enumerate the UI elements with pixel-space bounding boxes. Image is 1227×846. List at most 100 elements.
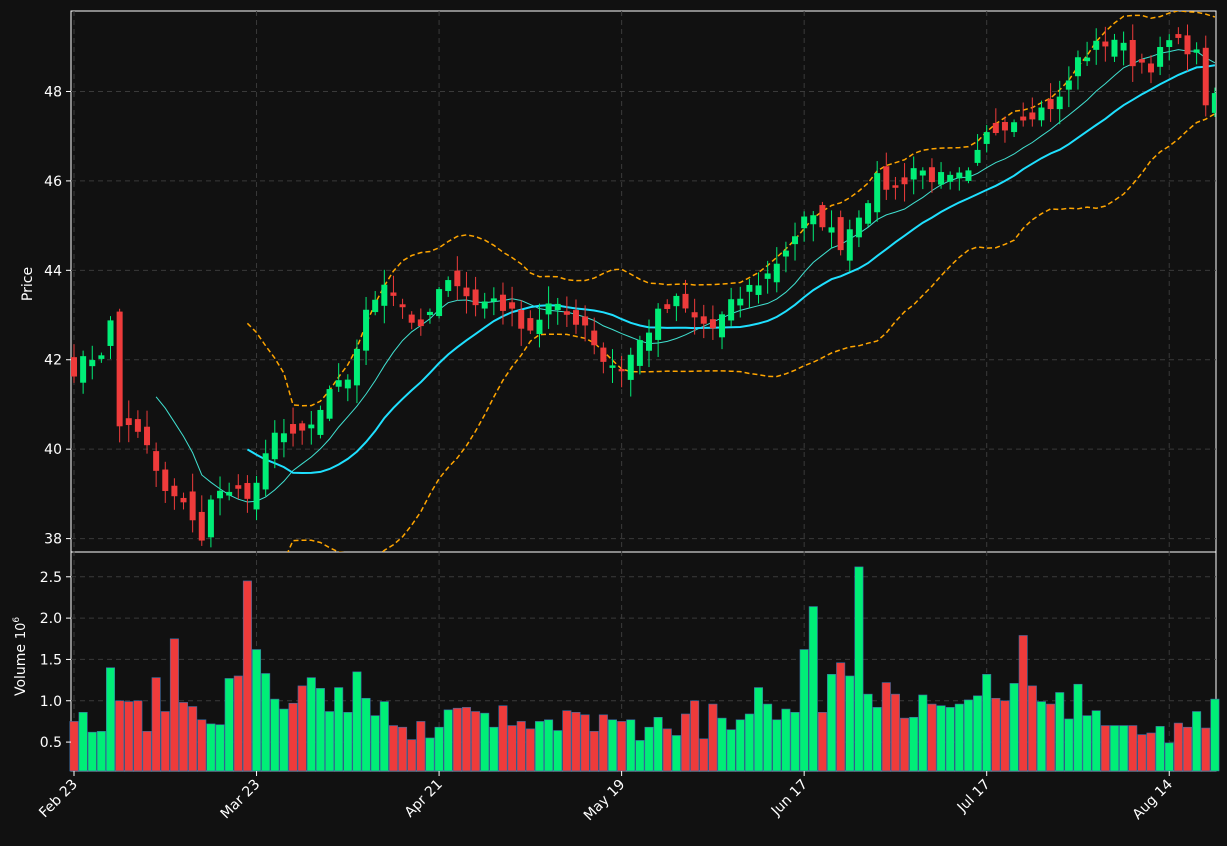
volume-bar (598, 714, 608, 772)
candle-body (1011, 122, 1018, 133)
candle-body (326, 389, 333, 419)
volume-bar (325, 711, 335, 772)
volume-bar (836, 662, 846, 772)
volume-bar (1210, 698, 1220, 772)
candle-body (363, 309, 370, 351)
volume-bar (78, 712, 88, 772)
volume-bar (1155, 726, 1165, 772)
volume-bar (124, 701, 134, 772)
volume-bar (498, 705, 508, 772)
volume-bar (388, 725, 398, 772)
volume-bar (1100, 725, 1110, 772)
volume-bar (681, 713, 691, 772)
candle-body (837, 217, 844, 251)
candle-body (372, 299, 379, 313)
volume-bar (635, 740, 645, 772)
candle-body (1184, 35, 1191, 55)
candle-body (1129, 39, 1136, 67)
volume-bar (690, 700, 700, 772)
candle-body (664, 304, 671, 309)
volume-bar (288, 702, 298, 772)
volume-bar (215, 724, 225, 772)
volume-tick-label: 2.0 (40, 611, 62, 627)
candle-body (536, 319, 543, 335)
candlesticks (71, 24, 1216, 548)
candle-body (454, 270, 461, 287)
candle-body (445, 280, 452, 292)
volume-bar (480, 712, 490, 772)
candle-body (974, 149, 981, 163)
volume-bar (845, 675, 855, 772)
volume-bar (991, 697, 1001, 772)
candle-body (992, 122, 999, 133)
candle-body (426, 311, 433, 316)
candle-body (1211, 93, 1216, 113)
bollinger-bands (246, 11, 1216, 552)
candle-body (399, 304, 406, 308)
candle-body (892, 185, 899, 188)
candle-body (1074, 57, 1081, 77)
volume-bar (525, 728, 535, 772)
volume-bar (224, 678, 234, 772)
candle-body (746, 284, 753, 292)
volume-bar (69, 721, 79, 772)
volume-bar (315, 688, 325, 772)
candle-body (107, 320, 114, 346)
candle-body (1084, 57, 1091, 62)
candle-body (627, 354, 634, 380)
candle-body (1047, 99, 1054, 110)
candle-body (207, 499, 214, 538)
volume-bar (744, 713, 754, 772)
candle-body (417, 319, 424, 327)
volume-bar (233, 675, 243, 772)
volume-bar (863, 693, 873, 772)
volume-bar (279, 708, 289, 772)
volume-bar (900, 717, 910, 772)
candle-body (673, 295, 680, 307)
candle-body (910, 168, 917, 180)
volume-bar (890, 693, 900, 772)
volume-bar (1082, 715, 1092, 772)
candle-body (80, 356, 87, 383)
candle-body (801, 216, 808, 229)
volume-bar (708, 703, 718, 772)
volume-bar (854, 566, 864, 772)
volume-bar (1064, 718, 1074, 772)
candle-body (134, 419, 141, 432)
candle-body (1065, 80, 1072, 90)
volume-bar (443, 709, 453, 772)
volume-bar (808, 606, 818, 772)
volume-bar (306, 677, 316, 772)
moving-averages (155, 49, 1216, 503)
candle-body (299, 423, 306, 431)
sma-fast-line (155, 49, 1216, 503)
volume-bar (553, 730, 563, 772)
candle-body (189, 491, 196, 521)
candle-body (810, 215, 817, 225)
volume-bar (1119, 725, 1129, 772)
candle-body (490, 298, 497, 302)
volume-bar (1182, 726, 1192, 772)
volume-bar (334, 687, 344, 772)
volume-bar (799, 649, 809, 772)
candle-body (700, 316, 707, 324)
candle-body (563, 311, 570, 315)
volume-bar (297, 685, 307, 772)
candle-body (217, 490, 224, 499)
volume-bar (1109, 725, 1119, 772)
volume-bar (544, 719, 554, 772)
candle-body (1138, 59, 1145, 63)
candle-body (162, 469, 169, 491)
volume-bar (115, 700, 125, 772)
candle-body (344, 379, 351, 389)
candle-body (554, 303, 561, 311)
candle-body (317, 409, 324, 435)
volume-bar (407, 739, 417, 772)
volume-bar (671, 735, 681, 772)
volume-bar (1009, 683, 1019, 772)
volume-bar (379, 701, 389, 772)
volume-bar (398, 726, 408, 772)
candle-body (855, 217, 862, 238)
candle-body (499, 294, 506, 311)
price-axis-label: Price (20, 267, 36, 301)
